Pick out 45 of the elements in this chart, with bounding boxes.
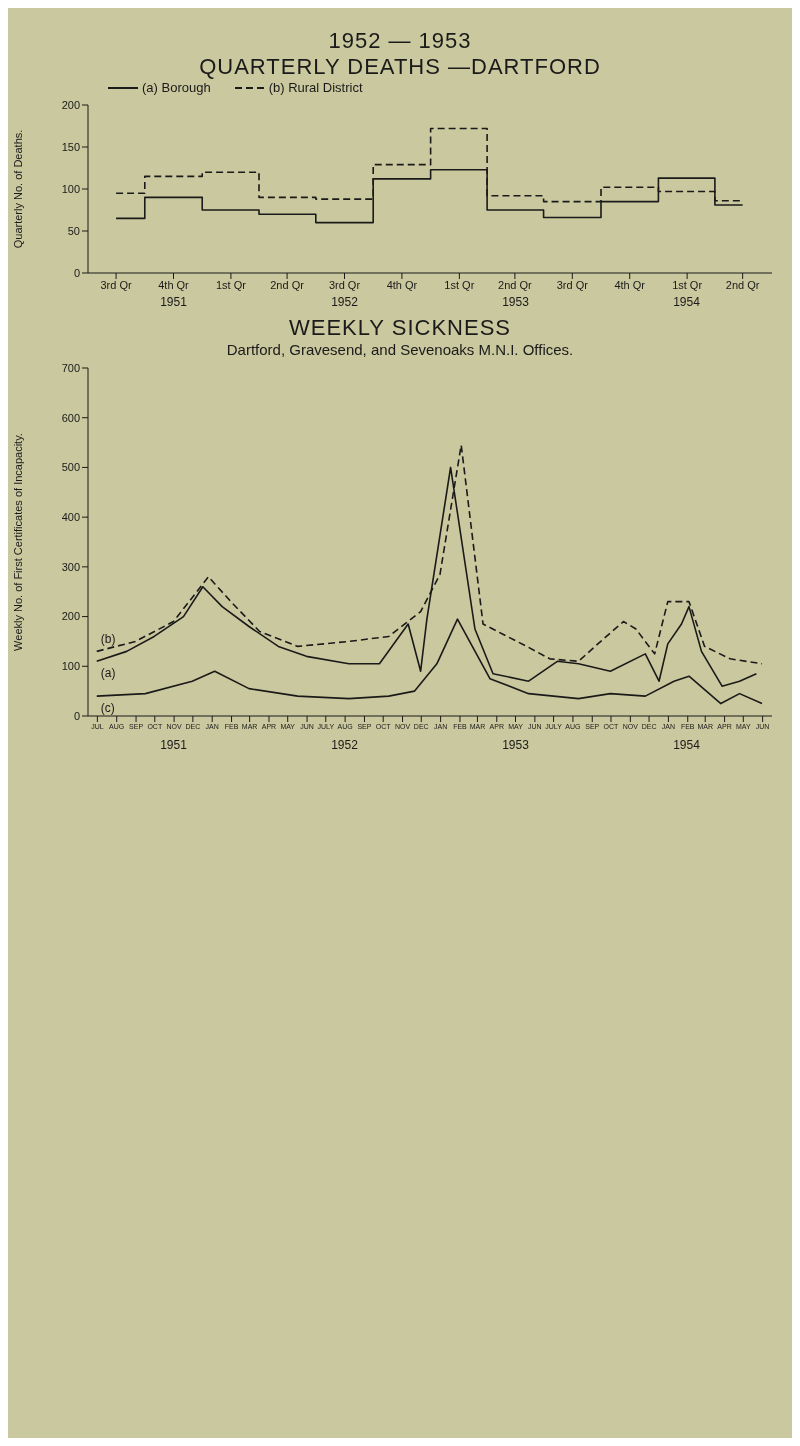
y-tick-label: 200: [61, 610, 80, 623]
series-label: (b): [100, 632, 116, 647]
x-tick-label: 1st Qr: [444, 278, 475, 291]
chart-subtitle: QUARTERLY DEATHS —DARTFORD: [198, 54, 602, 80]
text: 1952: [331, 295, 358, 311]
y-tick-label: 0: [73, 266, 80, 279]
y-axis-title: Quarterly No. of Deaths.: [11, 129, 24, 249]
x-tick-label: 3rd Qr: [328, 278, 361, 291]
text: 1951: [160, 738, 187, 754]
text: 1953: [502, 738, 529, 754]
chart-title: 1952 — 1953: [327, 28, 473, 54]
y-tick-label: 600: [61, 411, 80, 424]
x-tick-label: 1st Qr: [672, 278, 703, 291]
chart-title: WEEKLY SICKNESS: [287, 315, 512, 341]
x-tick-label: 1st Qr: [215, 278, 247, 291]
y-tick-label: 150: [61, 140, 80, 153]
x-tick-label: 3rd Qr: [556, 278, 589, 291]
line-series: [95, 618, 763, 705]
x-tick-label: 4th Qr: [386, 278, 418, 291]
y-axis-title: Weekly No. of First Certificates of Incapacity.: [11, 433, 24, 651]
y-tick-label: 500: [61, 461, 80, 474]
x-tick-label: 2nd Qr: [725, 278, 760, 291]
y-tick-label: 50: [67, 224, 80, 237]
x-tick-label: 2nd Qr: [498, 278, 533, 291]
y-tick-label: 0: [73, 709, 80, 722]
text: 1953: [502, 295, 529, 311]
series-label: (c): [100, 701, 115, 716]
y-tick-label: 100: [61, 660, 80, 673]
x-tick-label: 2nd Qr: [270, 278, 305, 291]
text: 1952: [331, 738, 358, 754]
text: 1954: [673, 295, 700, 311]
y-tick-label: 200: [61, 98, 80, 111]
legend-label: (a) Borough: [141, 80, 211, 95]
y-tick-label: 700: [61, 361, 80, 374]
text: 1954: [673, 738, 700, 754]
series-label: (a): [100, 666, 116, 681]
chart-subtitle: Dartford, Gravesend, and Sevenoaks M.N.I. Offices.: [225, 341, 575, 358]
y-tick-label: 100: [61, 182, 80, 195]
legend-label: (b) Rural District: [267, 80, 363, 95]
text: 1951: [160, 295, 187, 311]
x-tick-label: 4th Qr: [614, 278, 646, 291]
x-tick-label: 4th Qr: [158, 278, 190, 291]
x-tick-label: 3rd Qr: [100, 278, 132, 291]
y-tick-label: 400: [61, 511, 80, 524]
y-tick-label: 300: [61, 560, 80, 573]
